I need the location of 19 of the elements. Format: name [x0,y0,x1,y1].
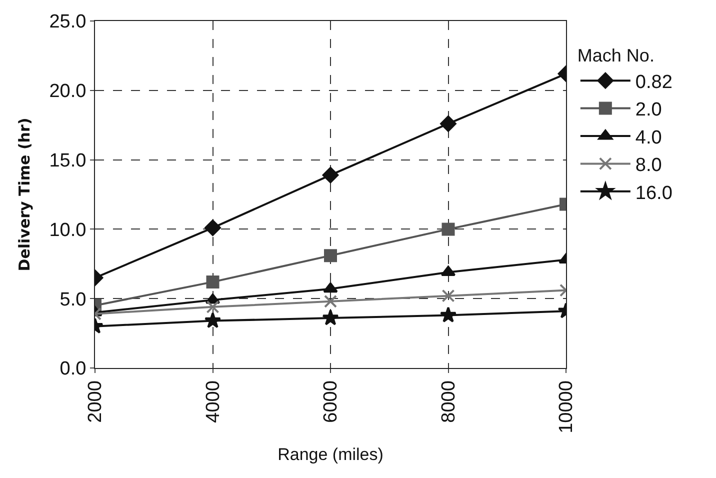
y-tick-label: 10.0 [49,220,86,241]
x-tick-label: 8000 [438,380,460,423]
x-tick-label: 4000 [202,380,224,423]
y-tick-label: 0.0 [60,358,86,380]
legend-label: 0.82 [635,72,672,94]
legend-label: 4.0 [635,127,662,148]
x-tick-label: 6000 [320,380,342,423]
x-tick-label: 10000 [556,380,578,434]
y-tick-label: 20.0 [49,81,86,102]
x-axis-title: Range (miles) [278,444,384,464]
x-tick-label: 2000 [85,380,106,423]
y-tick-label: 25.0 [49,12,86,33]
legend-label: 2.0 [635,100,662,121]
y-tick-label: 5.0 [60,289,86,310]
y-tick-label: 15.0 [49,150,86,172]
legend-label: 16.0 [635,182,672,204]
y-axis-title: Delivery Time (hr) [15,118,34,272]
legend-label: 8.0 [635,155,662,176]
legend-title: Mach No. [577,46,654,66]
